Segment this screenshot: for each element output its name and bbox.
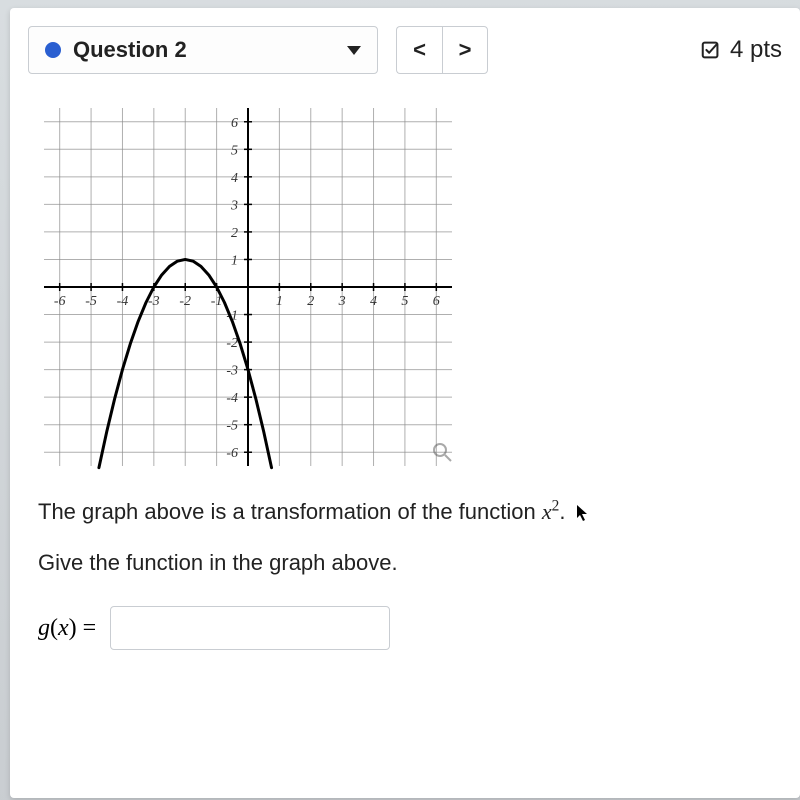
graph-container: -6-5-4-3-2-1123456-6-5-4-3-2-1123456 [38,102,458,472]
svg-text:-5: -5 [226,419,238,434]
question-selector[interactable]: Question 2 [28,26,378,74]
svg-text:-6: -6 [226,446,238,461]
answer-input[interactable] [110,606,390,650]
prev-question-button[interactable]: < [396,26,442,74]
svg-text:2: 2 [307,294,314,309]
svg-text:-2: -2 [226,336,238,351]
svg-text:-4: -4 [117,294,129,309]
prompt-func-base: x [542,499,552,524]
prompt-line-2: Give the function in the graph above. [38,545,782,580]
svg-text:5: 5 [231,143,238,158]
magnify-icon[interactable] [430,440,454,464]
prompt-text-post: . [559,499,565,524]
status-dot-icon [45,42,61,58]
cursor-arrow-icon [576,497,590,515]
question-header: Question 2 < > 4 pts [28,26,782,74]
lhs-open: ( [50,615,58,641]
prompt-text-pre: The graph above is a transformation of t… [38,499,542,524]
points-badge: 4 pts [700,26,782,74]
parabola-graph: -6-5-4-3-2-1123456-6-5-4-3-2-1123456 [38,102,458,472]
lhs-g: g [38,615,50,641]
chevron-down-icon [347,46,361,55]
checkbox-icon [700,39,722,61]
lhs-eq: = [77,615,97,641]
svg-text:1: 1 [276,294,283,309]
svg-text:-4: -4 [226,391,238,406]
question-selector-left: Question 2 [45,37,187,63]
question-nav: < > [396,26,488,74]
answer-lhs: g(x)= [38,615,96,642]
svg-text:6: 6 [433,294,440,309]
svg-text:3: 3 [338,294,346,309]
svg-text:6: 6 [231,116,238,131]
lhs-var: x [58,615,69,641]
points-label: 4 pts [730,36,782,64]
next-question-button[interactable]: > [442,26,488,74]
prompt-line-1: The graph above is a transformation of t… [38,494,782,529]
svg-text:4: 4 [231,171,238,186]
quiz-screen: Question 2 < > 4 pts -6-5-4-3-2-1123456-… [10,8,800,798]
svg-text:-5: -5 [85,294,97,309]
svg-text:2: 2 [231,226,238,241]
svg-text:-6: -6 [54,294,66,309]
chevron-right-icon: > [459,37,472,63]
svg-text:-2: -2 [179,294,191,309]
question-title: Question 2 [73,37,187,63]
svg-text:-3: -3 [226,364,238,379]
svg-text:5: 5 [401,294,408,309]
answer-row: g(x)= [38,606,782,650]
chevron-left-icon: < [413,37,426,63]
svg-text:1: 1 [231,253,238,268]
svg-text:4: 4 [370,294,377,309]
lhs-close: ) [69,615,77,641]
question-prompt: The graph above is a transformation of t… [38,494,782,580]
svg-text:3: 3 [230,198,238,213]
